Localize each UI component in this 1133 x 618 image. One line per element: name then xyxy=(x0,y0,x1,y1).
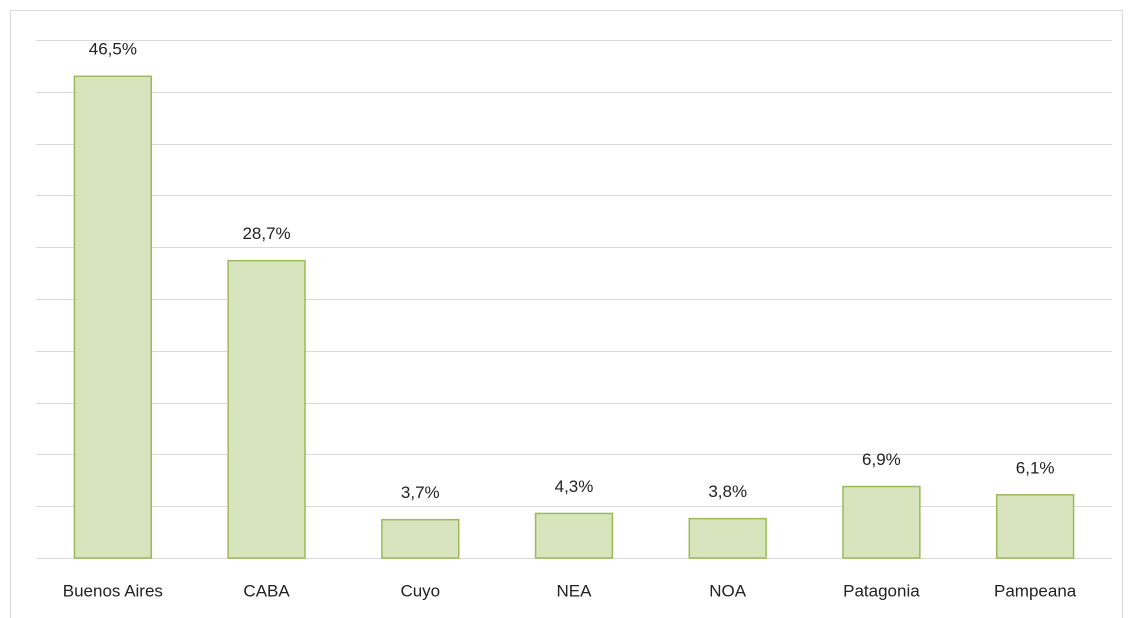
bar xyxy=(842,485,921,559)
x-tick-label: Cuyo xyxy=(400,581,440,600)
x-tick-label: Buenos Aires xyxy=(63,581,163,600)
value-label: 4,3% xyxy=(555,477,594,496)
bar xyxy=(995,494,1075,559)
x-tick-label: NOA xyxy=(709,581,747,600)
value-label: 6,9% xyxy=(862,450,901,469)
bar xyxy=(73,75,153,559)
bar xyxy=(534,512,614,559)
x-tick-label: NEA xyxy=(557,581,593,600)
value-label: 6,1% xyxy=(1016,458,1055,477)
x-tick-label: Patagonia xyxy=(843,581,920,600)
bar xyxy=(688,517,767,559)
value-label: 46,5% xyxy=(89,40,137,59)
bar xyxy=(227,259,306,559)
value-label: 28,7% xyxy=(242,224,290,243)
x-tick-label: CABA xyxy=(243,581,290,600)
value-label: 3,8% xyxy=(708,482,747,501)
x-tick-label: Pampeana xyxy=(994,581,1077,600)
value-label: 3,7% xyxy=(401,483,440,502)
bar xyxy=(381,518,460,559)
chart-frame xyxy=(10,10,1123,618)
